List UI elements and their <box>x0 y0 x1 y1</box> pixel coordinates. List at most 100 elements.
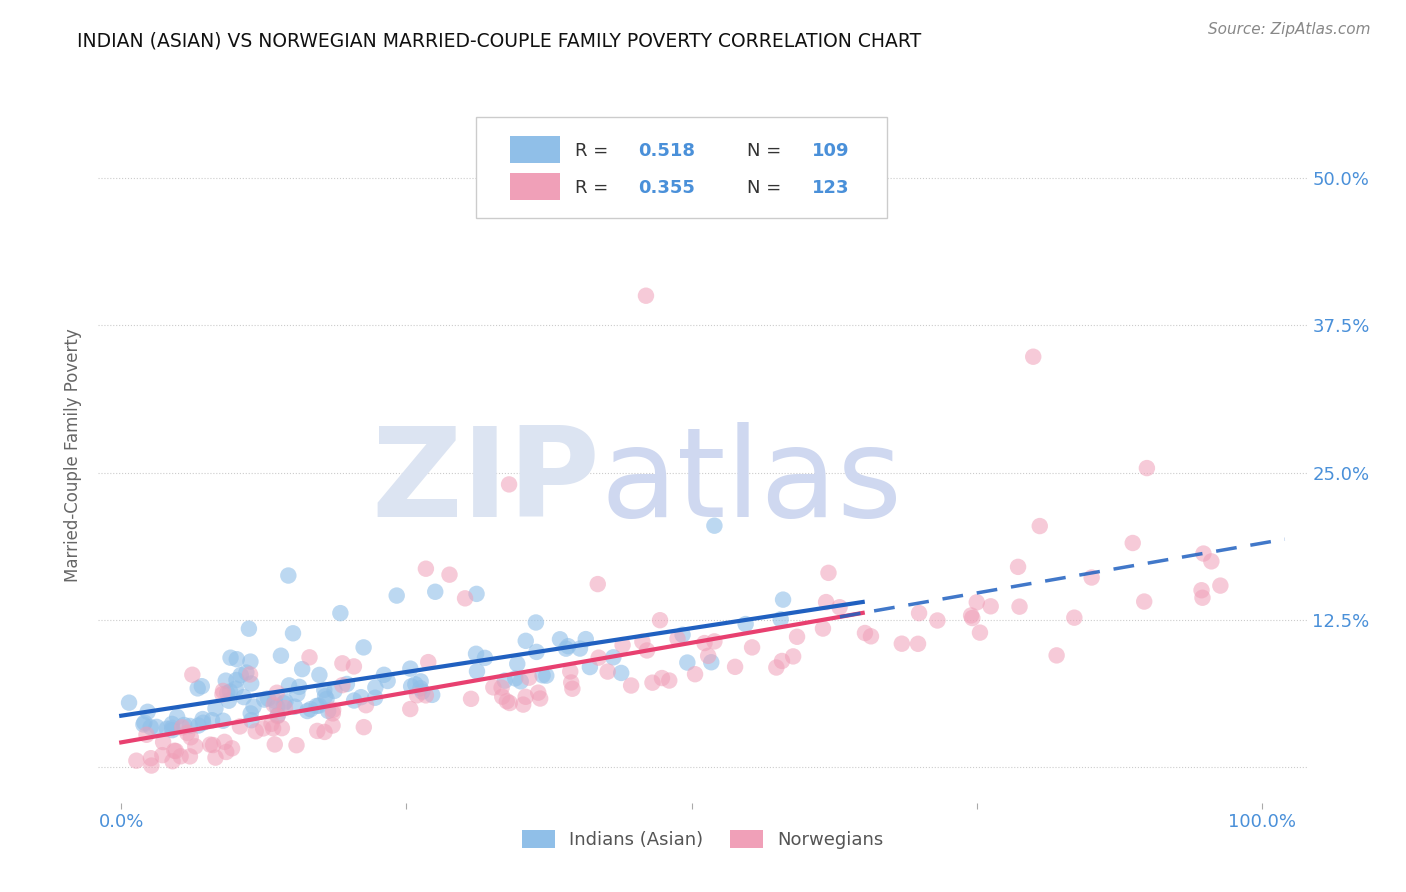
Point <box>515 633 537 648</box>
Point <box>596 665 619 679</box>
Point <box>373 668 395 682</box>
Point <box>586 577 609 591</box>
Point <box>134 715 156 730</box>
Text: Source: ZipAtlas.com: Source: ZipAtlas.com <box>1208 22 1371 37</box>
Point <box>235 665 257 680</box>
Point <box>399 702 422 716</box>
Point <box>285 738 308 752</box>
Point <box>322 703 344 717</box>
Point <box>212 684 235 698</box>
Point <box>145 720 167 734</box>
Point <box>636 643 658 657</box>
Point <box>568 641 591 656</box>
Point <box>531 668 554 682</box>
Point <box>406 688 429 702</box>
Point <box>201 713 224 727</box>
Point <box>548 632 571 647</box>
Point <box>495 694 517 708</box>
Point <box>257 691 280 706</box>
Point <box>962 611 984 625</box>
Text: 123: 123 <box>811 178 849 197</box>
Text: ZIP: ZIP <box>371 422 600 543</box>
Point <box>180 731 202 745</box>
Point <box>561 681 583 696</box>
Point <box>187 718 209 732</box>
Point <box>666 632 689 646</box>
Point <box>770 654 793 668</box>
Point <box>908 606 931 620</box>
Point <box>273 696 295 710</box>
Point <box>240 713 263 727</box>
Legend: Indians (Asian), Norwegians: Indians (Asian), Norwegians <box>515 822 891 856</box>
Point <box>786 630 808 644</box>
Point <box>198 738 221 752</box>
Point <box>215 673 238 688</box>
Text: 0.518: 0.518 <box>638 142 695 160</box>
Point <box>734 617 756 632</box>
Point <box>238 622 260 636</box>
FancyBboxPatch shape <box>509 173 561 200</box>
Point <box>232 690 254 704</box>
Point <box>1080 570 1102 584</box>
Text: N =: N = <box>747 178 786 197</box>
Point <box>491 690 513 704</box>
Point <box>415 562 437 576</box>
Point <box>242 699 264 714</box>
Point <box>305 698 328 713</box>
Point <box>512 698 534 712</box>
Point <box>264 694 287 708</box>
Point <box>377 673 399 688</box>
Point <box>179 719 201 733</box>
Point <box>204 750 226 764</box>
Point <box>1046 648 1069 663</box>
Point <box>322 718 344 732</box>
Point <box>409 681 432 696</box>
Point <box>252 722 274 736</box>
Point <box>1192 547 1215 561</box>
Point <box>353 640 375 655</box>
Point <box>465 587 488 601</box>
Point <box>588 650 610 665</box>
Point <box>960 608 983 623</box>
Point <box>560 675 582 690</box>
Point <box>859 629 882 643</box>
FancyBboxPatch shape <box>509 136 561 162</box>
Point <box>1209 579 1232 593</box>
Point <box>555 641 578 656</box>
Point <box>212 714 235 728</box>
Point <box>503 672 526 686</box>
Point <box>890 637 912 651</box>
Text: N =: N = <box>747 142 786 160</box>
Point <box>343 693 366 707</box>
Point <box>225 652 247 666</box>
Point <box>285 687 308 701</box>
Point <box>703 518 725 533</box>
Point <box>211 687 233 701</box>
Point <box>853 626 876 640</box>
Point <box>267 708 290 723</box>
Point <box>980 599 1002 614</box>
Point <box>703 634 725 648</box>
Point <box>506 657 529 671</box>
Point <box>385 589 408 603</box>
Point <box>135 728 157 742</box>
Point <box>336 677 359 691</box>
Point <box>225 681 247 696</box>
Text: R =: R = <box>575 142 614 160</box>
Point <box>118 696 141 710</box>
Point <box>409 674 432 689</box>
Point <box>524 615 547 630</box>
Point <box>969 625 991 640</box>
Point <box>575 632 598 646</box>
Point <box>266 699 288 714</box>
Point <box>191 715 214 730</box>
Point <box>418 655 440 669</box>
Point <box>1133 594 1156 608</box>
Point <box>631 634 654 648</box>
Point <box>404 677 426 691</box>
Point <box>314 682 336 697</box>
Point <box>474 651 496 665</box>
Point <box>314 725 336 739</box>
Point <box>1022 350 1045 364</box>
Point <box>557 639 579 653</box>
